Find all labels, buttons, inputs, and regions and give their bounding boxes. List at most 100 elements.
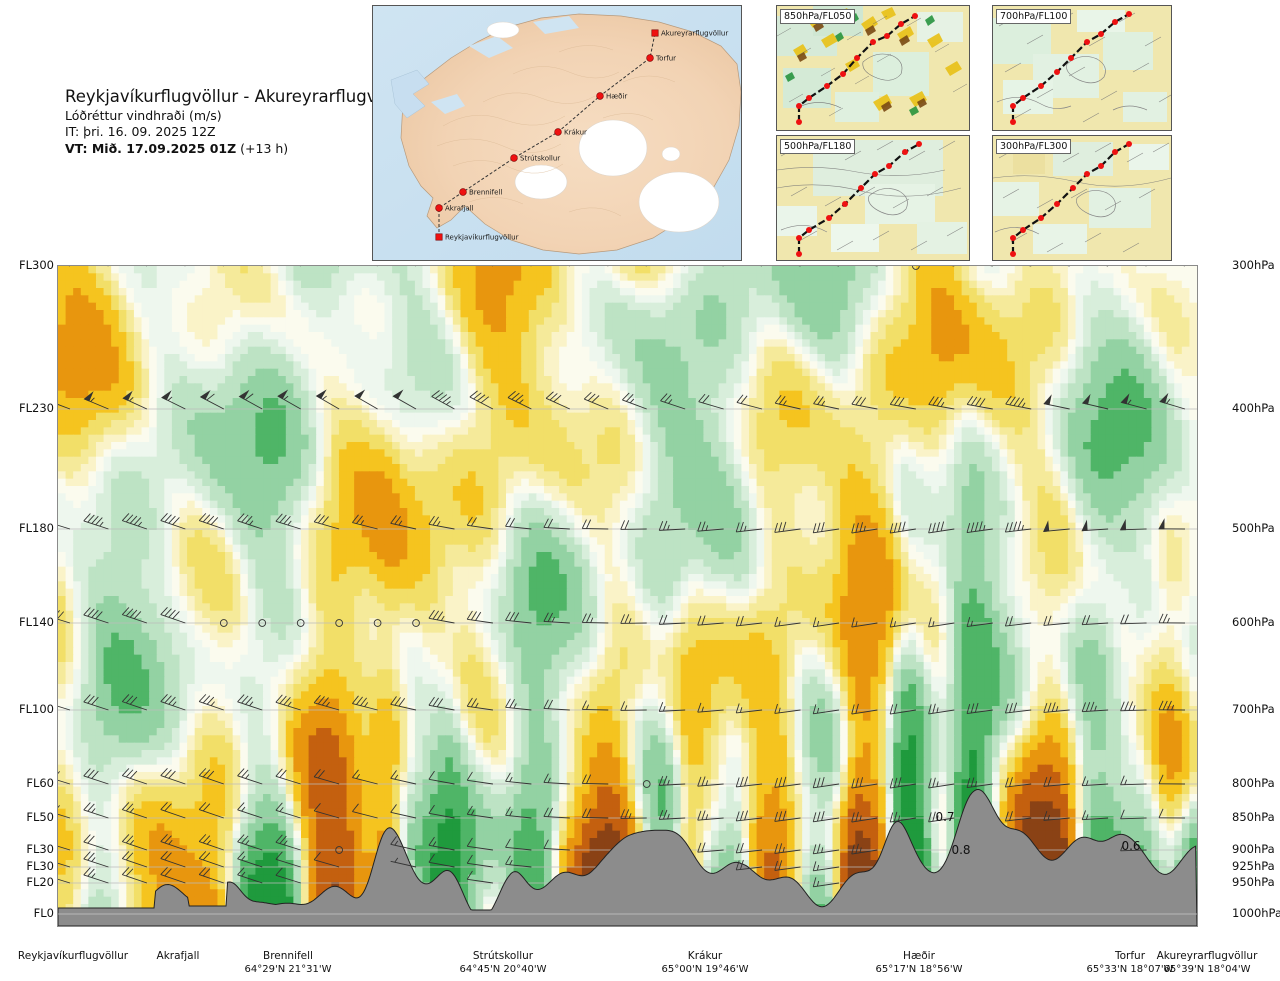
pressure-level-tick-8: 925hPa	[1232, 859, 1275, 873]
map-waypoint-marker[interactable]	[596, 92, 604, 100]
wind-barb	[373, 619, 382, 627]
wind-barb	[735, 859, 763, 871]
station-name: Brennifell	[263, 950, 313, 962]
wind-barb	[1004, 521, 1032, 533]
map-waypoint-marker[interactable]	[459, 188, 467, 196]
wind-barb	[466, 610, 493, 624]
wind-barb	[658, 702, 686, 712]
wind-barb	[812, 810, 840, 823]
map-waypoint-marker[interactable]	[435, 204, 443, 212]
flight-level-tick-0: FL300	[19, 258, 54, 272]
wind-barb	[851, 522, 878, 534]
wind-barb	[237, 834, 263, 851]
wind-barb	[1043, 615, 1070, 626]
wind-barb	[199, 389, 225, 410]
wind-barb	[160, 802, 186, 819]
level-map-700hpa[interactable]: 700hPa/FL100	[992, 5, 1172, 131]
wind-barb	[1120, 775, 1147, 786]
wind-barb	[160, 768, 186, 785]
wind-barb	[812, 521, 840, 534]
wind-barb	[543, 612, 570, 624]
wind-barb	[83, 867, 109, 884]
wind-barb	[466, 771, 493, 785]
map-waypoint-label: Reykjavíkurflugvöllur	[445, 234, 519, 242]
map-waypoint-group: Akureyrarflugvöllur Torfur Hæðir Krákur Strú…	[435, 29, 728, 242]
wind-barb	[697, 810, 724, 821]
wind-barb	[58, 878, 71, 884]
station-label-1: Akrafjall	[157, 949, 200, 963]
wind-barb	[505, 698, 532, 711]
wind-barb	[505, 838, 532, 851]
wind-barb	[313, 802, 340, 819]
map-waypoint-marker[interactable]	[554, 128, 562, 136]
wind-barb	[1159, 392, 1186, 410]
wind-barb	[1043, 810, 1070, 821]
wind-barb	[736, 394, 763, 410]
wind-barb	[889, 395, 916, 410]
wind-barb	[697, 521, 724, 532]
wind-barb	[889, 617, 916, 628]
wind-barb	[812, 861, 840, 872]
wind-barb	[466, 854, 493, 868]
map-waypoint-marker[interactable]	[510, 154, 518, 162]
wind-barb	[505, 806, 532, 819]
wind-barb	[237, 867, 263, 884]
map-waypoint-marker[interactable]	[651, 29, 659, 37]
wind-barb	[1081, 615, 1109, 626]
wind-barb	[121, 802, 148, 819]
wind-barb	[774, 521, 801, 533]
wind-barb	[812, 617, 840, 628]
map-waypoint-label: Brennifell	[469, 189, 502, 197]
wind-barb	[121, 694, 148, 711]
wind-barb	[735, 703, 763, 714]
wind-barb	[83, 851, 109, 868]
station-name: Akrafjall	[156, 950, 200, 962]
station-label-3: Strútskollur 64°45'N 20°40'W	[460, 949, 547, 977]
wind-barb	[275, 768, 301, 785]
contour-label-1: 0.8	[951, 843, 970, 857]
level-map-500hpa[interactable]: 500hPa/FL180	[776, 135, 970, 261]
wind-barb	[238, 389, 263, 410]
wind-barb	[58, 771, 71, 785]
wind-barb	[1004, 702, 1032, 714]
wind-barb	[813, 395, 840, 410]
wind-barb	[543, 839, 570, 851]
wind-barb	[390, 770, 417, 785]
wind-barb	[966, 702, 993, 715]
wind-barb	[658, 520, 686, 531]
map-waypoint-marker[interactable]	[646, 54, 654, 62]
wind-barb	[889, 811, 916, 823]
level-map-850hpa[interactable]: 850hPa/FL050	[776, 5, 970, 131]
wind-barb	[812, 877, 840, 888]
wind-barb	[620, 614, 647, 624]
wind-barb	[160, 607, 186, 624]
wind-barb	[121, 768, 148, 785]
wind-barb	[121, 867, 148, 884]
wind-barb	[58, 705, 71, 711]
station-label-5: Hæðir 65°17'N 18°56'W	[876, 949, 963, 977]
level-map-300hpa[interactable]: 300hPa/FL300	[992, 135, 1172, 261]
wind-barb	[966, 395, 993, 410]
flight-level-tick-2: FL180	[19, 521, 54, 535]
wind-barb	[697, 615, 724, 626]
wind-barb	[392, 389, 417, 410]
map-waypoint-label: Torfur	[655, 55, 676, 63]
wind-barb	[58, 805, 71, 819]
wind-barb	[697, 776, 724, 787]
wind-barb	[198, 867, 224, 884]
wind-barb	[851, 703, 878, 715]
init-time-label: IT: þri. 16. 09. 2025 12Z	[65, 124, 216, 140]
wind-barb	[390, 696, 417, 711]
wind-barb	[412, 619, 420, 627]
flight-level-tick-5: FL60	[26, 776, 54, 790]
wind-barb	[912, 266, 920, 270]
cross-section-plot[interactable]: 0.7 0.8 0.6	[57, 265, 1198, 927]
station-name: Krákur	[687, 950, 723, 962]
wind-barb	[507, 390, 532, 410]
wind-barb	[428, 696, 455, 711]
contour-label-2: 0.6	[1121, 839, 1140, 853]
wind-barb	[1120, 841, 1147, 852]
route-overview-map[interactable]: Akureyrarflugvöllur Torfur Hæðir Krákur Strú…	[372, 5, 742, 261]
wind-barb	[1158, 700, 1186, 711]
map-waypoint-marker[interactable]	[435, 233, 443, 241]
